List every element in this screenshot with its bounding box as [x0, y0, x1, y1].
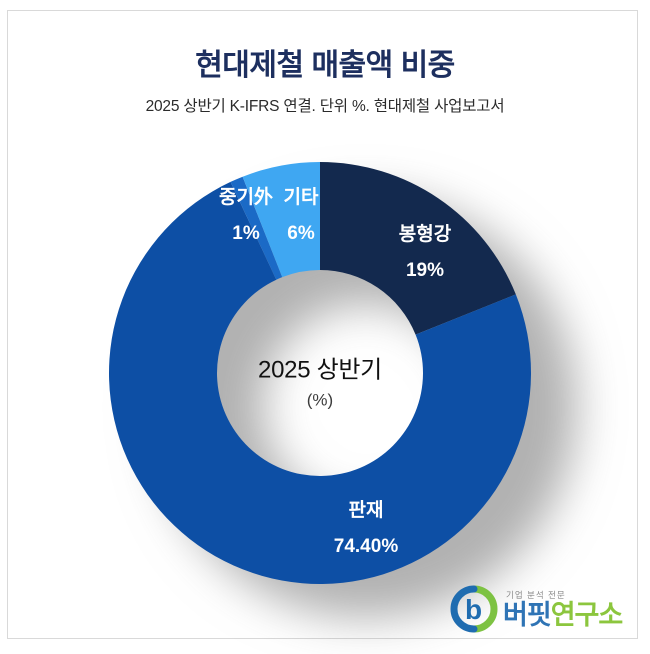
donut-segment-0: [320, 162, 516, 335]
svg-text:b: b: [465, 594, 482, 625]
logo-circle-icon: b: [450, 585, 498, 633]
logo-name-green: 연구소: [550, 600, 624, 630]
chart-title: 현대제철 매출액 비중: [195, 49, 455, 82]
logo-name-blue: 버핏: [503, 600, 552, 630]
buffett-lab-logo: b 기업 분석 전문 버핏연구소: [450, 582, 635, 636]
logo-name: 버핏연구소: [503, 600, 624, 630]
donut-segment-1: [108, 181, 532, 585]
chart-subtitle: 2025 상반기 K-IFRS 연결. 단위 %. 현대제철 사업보고서: [145, 98, 505, 115]
donut-segment-3: [242, 162, 320, 278]
donut-segment-2: [230, 176, 283, 280]
logo-tagline: 기업 분석 전문: [506, 590, 566, 600]
